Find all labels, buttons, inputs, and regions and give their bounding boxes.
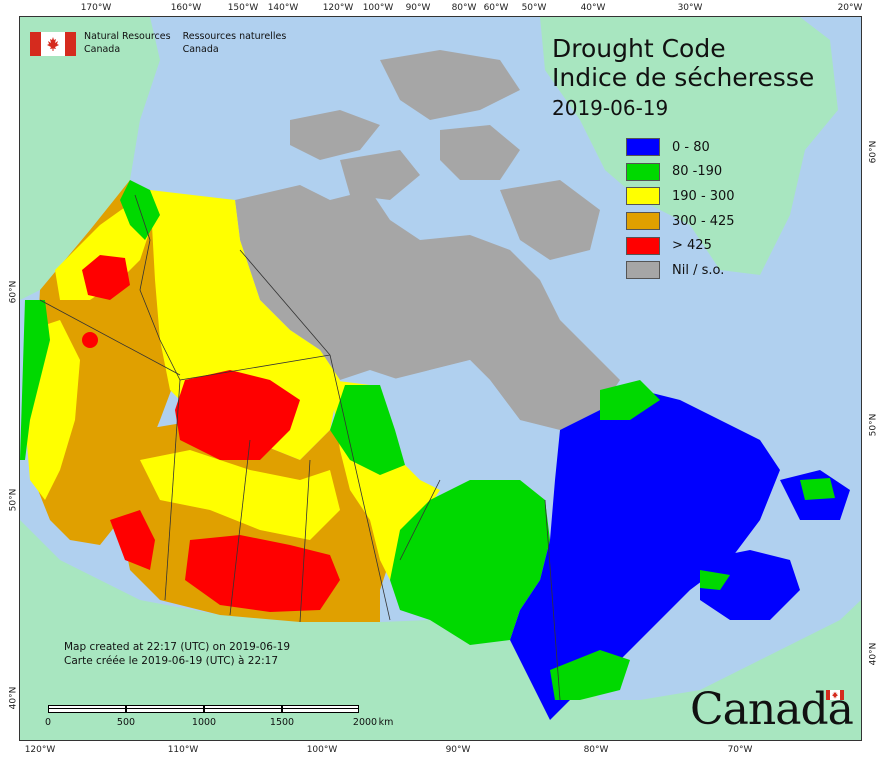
top-tick-label: 120°W	[322, 3, 354, 13]
legend-swatch	[626, 187, 660, 206]
maritimes-green-spot	[700, 570, 730, 590]
arctic-nil-area	[140, 50, 620, 430]
legend-item: 190 - 300	[626, 184, 735, 209]
newfoundland-green-zone	[800, 478, 835, 500]
left-tick-label: 40°N	[8, 686, 19, 710]
legend-label: > 425	[672, 238, 712, 254]
left-tick-label: 50°N	[8, 488, 19, 512]
agency-name-fr: Ressources naturelles Canada	[183, 30, 287, 56]
bottom-tick-label: 90°W	[445, 745, 471, 755]
legend-item: Nil / s.o.	[626, 258, 735, 283]
legend-swatch	[626, 138, 660, 157]
credit-fr: Carte créée le 2019-06-19 (UTC) à 22:17	[64, 655, 279, 667]
southern-ontario-green-zone	[550, 650, 630, 700]
scale-tick-label: 2000	[352, 717, 378, 728]
hudson-bay	[390, 360, 540, 480]
scale-segment	[48, 705, 126, 713]
scale-segment	[204, 705, 282, 713]
legend-label: 300 - 425	[672, 213, 735, 229]
credit-en: Map created at 22:17 (UTC) on 2019-06-19	[64, 641, 291, 653]
top-tick-label: 150°W	[227, 3, 259, 13]
top-tick-label: 90°W	[405, 3, 431, 13]
legend-item: 0 - 80	[626, 135, 735, 160]
right-tick-label: 50°N	[868, 413, 879, 437]
legend-swatch	[626, 212, 660, 231]
title-french: Indice de sécheresse	[552, 63, 815, 92]
left-tick-label: 60°N	[8, 280, 19, 304]
legend-item: > 425	[626, 233, 735, 258]
top-tick-label: 140°W	[267, 3, 299, 13]
provincial-boundaries	[39, 194, 561, 701]
canada-wordmark: Canada	[690, 688, 854, 732]
map-frame	[19, 16, 862, 741]
legend-label: 80 -190	[672, 164, 723, 180]
ungava-green-zone	[600, 380, 660, 420]
top-tick-label: 50°W	[521, 3, 547, 13]
bottom-tick-label: 120°W	[24, 745, 56, 755]
prairies-yellow-zone	[140, 450, 340, 540]
scale-midline	[48, 705, 359, 709]
title-english: Drought Code	[552, 34, 726, 63]
legend: 0 - 80 80 -190 190 - 300 300 - 425 > 425 Nil …	[626, 135, 735, 283]
bottom-tick-label: 70°W	[727, 745, 753, 755]
legend-label: 190 - 300	[672, 188, 735, 204]
legend-item: 80 -190	[626, 160, 735, 185]
top-tick-label: 30°W	[677, 3, 703, 13]
ab-sk-red-zone	[175, 370, 300, 460]
wordmark-flag-icon	[826, 690, 844, 700]
top-tick-label: 60°W	[483, 3, 509, 13]
agency-name-en: Natural Resources Canada	[84, 30, 171, 56]
top-tick-label: 80°W	[451, 3, 477, 13]
agency-name-en-line: Canada	[84, 44, 121, 55]
bc-red-spot	[82, 332, 98, 348]
scale-tick-label: 1500	[269, 717, 295, 728]
manitoba-green-zone	[330, 385, 405, 475]
right-tick-label: 40°N	[868, 642, 879, 666]
map-credits: Map created at 22:17 (UTC) on 2019-06-19…	[64, 640, 290, 668]
bc-coast-green	[20, 300, 50, 460]
agency-name-fr-line: Ressources naturelles	[182, 31, 287, 42]
yukon-red-zone	[82, 255, 130, 300]
yukon-yellow-zone	[55, 200, 150, 300]
top-tick-label: 40°W	[580, 3, 606, 13]
top-tick-label: 170°W	[80, 3, 112, 13]
scale-tick-label: 0	[44, 717, 52, 728]
agency-signature: Natural Resources Canada Ressources natu…	[30, 30, 298, 56]
scale-tick-label: 1000	[191, 717, 217, 728]
quebec-blue-zone	[510, 390, 780, 720]
southern-prairie-red-zone	[185, 535, 340, 612]
scale-segment	[126, 705, 204, 713]
scale-unit: km	[378, 717, 394, 728]
map-title: Drought Code Indice de sécheresse 2019-0…	[552, 34, 814, 122]
united-states	[20, 520, 861, 740]
bottom-tick-label: 110°W	[167, 745, 199, 755]
legend-swatch	[626, 261, 660, 280]
legend-swatch	[626, 236, 660, 255]
legend-swatch	[626, 162, 660, 181]
legend-item: 300 - 425	[626, 209, 735, 234]
canada-flag-icon	[30, 32, 76, 56]
top-tick-label: 20°W	[837, 3, 863, 13]
bottom-tick-label: 100°W	[306, 745, 338, 755]
legend-label: Nil / s.o.	[672, 262, 725, 278]
scale-segment	[282, 705, 359, 713]
ontario-green-zone	[390, 480, 550, 645]
right-tick-label: 60°N	[868, 140, 879, 164]
alaska	[20, 17, 160, 300]
agency-name-en-line: Natural Resources	[84, 31, 171, 42]
legend-label: 0 - 80	[672, 139, 710, 155]
agency-name-fr-line: Canada	[182, 44, 219, 55]
greenland	[540, 17, 838, 275]
top-tick-label: 160°W	[170, 3, 202, 13]
bc-south-red-zone	[110, 510, 155, 570]
scale-tick-label: 500	[116, 717, 136, 728]
top-tick-label: 100°W	[362, 3, 394, 13]
map-date: 2019-06-19	[552, 96, 669, 120]
maritimes-blue-zone	[700, 550, 800, 620]
bottom-tick-label: 80°W	[583, 745, 609, 755]
